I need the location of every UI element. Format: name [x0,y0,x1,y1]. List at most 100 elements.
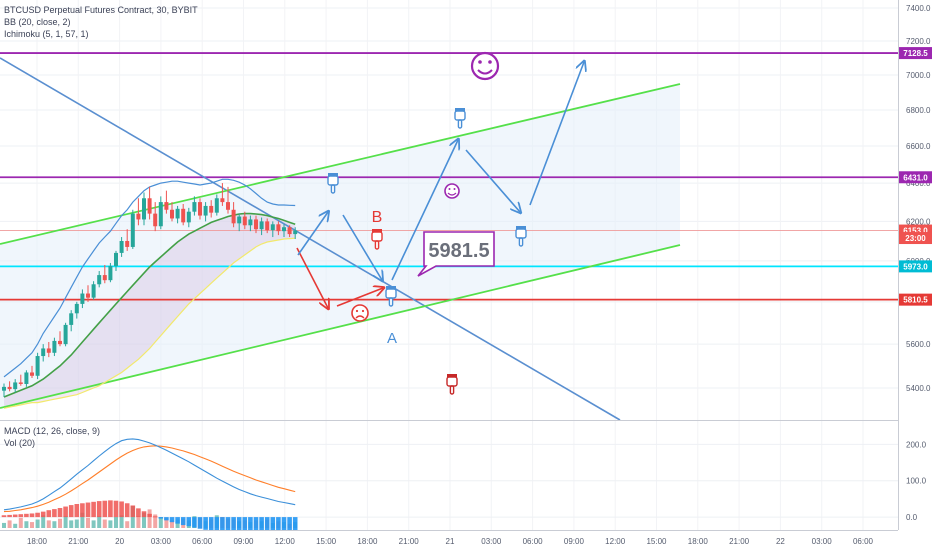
price-tick-label: 7400.0 [906,4,931,13]
volume-bar [69,520,74,528]
volume-bar [41,515,46,528]
candle [125,229,130,251]
time-tick-label: 21:00 [399,537,420,546]
smiley-big-icon [470,51,500,81]
histogram-bar [214,517,220,532]
price-tick-label: 5400.0 [906,384,931,393]
time-tick-label: 06:00 [192,537,213,546]
price-axis[interactable]: 7400.0 7200.0 7000.0 6800.0 6600.0 6400.0 6200… [898,0,932,530]
histogram-bar [220,517,225,532]
candle [237,213,242,232]
histogram-bar [231,517,236,533]
price-tag: 5973.0 [899,260,932,273]
candle [74,301,79,319]
histogram-bar [164,517,169,521]
candle [242,211,247,230]
candle [46,341,51,358]
macd-legend: MACD (12, 26, close, 9) Vol (20) [4,425,100,449]
histogram-bar [113,500,119,518]
histogram-bar [35,512,40,518]
volume-bar [35,519,40,528]
blue-arrow-down-1 [342,214,382,280]
volume-bar [164,517,169,528]
candle [186,207,191,228]
histogram-bar [264,517,270,532]
ichimoku-cloud [4,213,296,409]
macd-tick-label: 200.0 [906,440,927,449]
candle [102,264,107,284]
histogram-bar [29,513,35,518]
candle [136,198,141,226]
candle [192,196,197,216]
candle [170,202,174,222]
svg-text:6431.0: 6431.0 [903,173,928,182]
histogram-bar [91,501,96,518]
time-axis[interactable]: 18:00 21:00 20 03:00 06:00 09:00 12:00 15:00 18:… [0,530,932,550]
histogram-bar [158,517,164,519]
frown-icon [351,304,369,322]
price-tag: 23:00 [899,232,932,245]
svg-text:5973.0: 5973.0 [903,262,928,271]
histogram-bar [276,517,281,532]
candle [231,202,236,228]
histogram-bar [74,504,80,518]
candle [2,383,6,397]
volume-indicator-label[interactable]: Vol (20) [4,438,36,448]
candle [259,217,264,236]
histogram-bar [12,514,18,518]
candle [226,186,230,214]
time-tick-label: 21:00 [729,537,750,546]
blue-arrow-up-3 [529,62,584,206]
candle [63,322,68,347]
ichimoku-indicator-label[interactable]: Ichimoku (5, 1, 57, 1) [4,29,89,39]
price-tag: 7128.5 [899,47,932,60]
chart-legend: BTCUSD Perpetual Futures Contract, 30, B… [4,4,198,40]
histogram-bar [136,508,141,518]
macd-indicator-label[interactable]: MACD (12, 26, close, 9) [4,426,101,436]
histogram-bar [52,509,57,518]
candle [276,221,281,236]
price-pane: B A 5981.5 [0,0,898,530]
price-tick-label: 6600.0 [906,142,931,151]
candle [198,198,202,220]
candle [209,200,214,218]
volume-bar [119,515,124,528]
histogram-bar [85,502,91,518]
label-a: A [387,330,397,347]
histogram-bar [141,511,147,518]
candle [7,381,12,392]
histogram-bar [1,515,7,518]
bollinger-basis [3,212,296,398]
svg-text:23:00: 23:00 [905,234,926,243]
time-tick-label: 03:00 [812,537,833,546]
bb-indicator-label[interactable]: BB (20, close, 2) [4,17,71,27]
svg-text:6153.0: 6153.0 [903,227,928,236]
volume-bar [13,523,18,528]
histogram-bar [18,514,24,518]
svg-text:7128.5: 7128.5 [903,49,928,58]
time-tick-label: 12:00 [605,537,626,546]
time-tick-label: 09:00 [564,537,585,546]
histogram-bar [63,506,68,518]
svg-text:5810.5: 5810.5 [903,296,928,305]
candle [265,218,270,234]
histogram-bar [108,500,113,518]
projection-arrows-blue [297,62,584,280]
histogram-bar [192,517,197,528]
blue-arrow-down-2 [465,149,520,212]
volume-bar [30,522,34,528]
histogram-bar [281,517,287,531]
histogram-bar [169,517,175,523]
histogram-bar [46,510,52,518]
candle [153,202,158,232]
histogram-bar [248,517,253,534]
volume-bar [102,519,107,528]
volume-bar [86,517,90,528]
histogram-bar [96,501,102,518]
candle [282,224,286,238]
candle [142,192,146,226]
candle [175,205,180,224]
volume-bar [91,520,96,528]
volume-bar [125,521,130,528]
